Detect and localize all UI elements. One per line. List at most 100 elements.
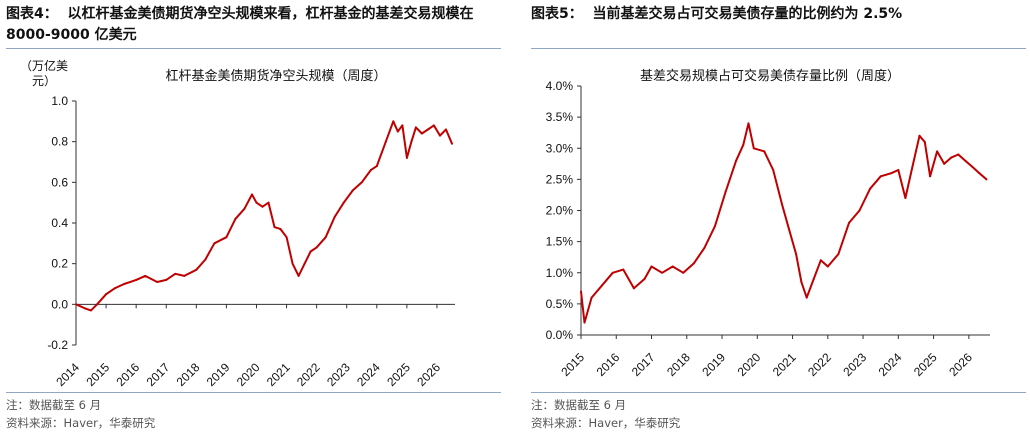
exhibit-title: 图表5： 当前基差交易占可交易美债存量的比例约为 2.5% <box>531 6 903 22</box>
data-point <box>392 120 395 123</box>
data-point <box>735 159 738 162</box>
y-tick-label: -0.2 <box>47 338 68 352</box>
x-tick-label: 2018 <box>664 350 693 379</box>
y-tick-label: 2.0% <box>546 204 574 218</box>
data-point <box>890 172 893 175</box>
x-tick-label: 2019 <box>204 360 233 389</box>
data-point <box>174 272 177 275</box>
y-tick-label: 0.0 <box>51 297 68 311</box>
data-point <box>273 226 276 229</box>
data-point <box>661 271 664 274</box>
data-point <box>795 253 798 256</box>
data-point <box>780 203 783 206</box>
data-point <box>837 253 840 256</box>
exhibit-title: 图表4： 以杠杆基金美债期货净空头规模来看，杠杆基金的基差交易规模在 8000-… <box>6 6 479 43</box>
data-point <box>964 159 967 162</box>
chart-panel-left: 图表4： 以杠杆基金美债期货净空头规模来看，杠杆基金的基差交易规模在 8000-… <box>0 0 510 437</box>
x-tick-label: 2018 <box>174 360 203 389</box>
data-point <box>826 265 829 268</box>
data-point <box>911 165 914 168</box>
data-point <box>84 307 87 310</box>
data-point <box>747 122 750 125</box>
x-tick-label: 2017 <box>629 350 658 379</box>
data-point <box>682 271 685 274</box>
data-point <box>225 236 228 239</box>
data-point <box>426 128 429 131</box>
note-text: 注：数据截至 6 月 <box>6 398 102 412</box>
data-point <box>303 262 306 265</box>
data-point <box>583 321 586 324</box>
data-point <box>279 228 282 231</box>
data-point <box>632 287 635 290</box>
x-tick-label: 2019 <box>699 350 728 379</box>
data-point <box>285 236 288 239</box>
data-point <box>183 274 186 277</box>
data-point <box>869 187 872 190</box>
title-divider <box>6 48 501 49</box>
source-text: 资料来源：Haver，华泰研究 <box>531 416 681 430</box>
y-tick-label: 0.5% <box>546 297 574 311</box>
data-point <box>812 277 815 280</box>
data-point <box>643 277 646 280</box>
x-tick-label: 2021 <box>770 350 799 379</box>
data-point <box>315 246 318 249</box>
x-tick-label: 2025 <box>911 350 940 379</box>
y-tick-label: 2.5% <box>546 172 574 186</box>
footer-divider <box>531 392 1026 393</box>
data-point <box>432 124 435 127</box>
y-axis-unit-line-2: 元） <box>32 74 56 88</box>
data-point <box>123 283 126 285</box>
data-point <box>879 175 882 178</box>
data-point <box>950 156 953 159</box>
x-tick-label: 2014 <box>53 360 82 389</box>
data-point <box>742 144 745 147</box>
x-tick-label: 2016 <box>594 350 623 379</box>
y-tick-label: 4.0% <box>546 79 574 93</box>
data-point <box>805 296 808 299</box>
data-point <box>135 278 138 281</box>
data-point <box>384 140 387 143</box>
data-point <box>156 280 159 283</box>
data-point <box>819 259 822 262</box>
x-tick-label: 2023 <box>324 360 353 389</box>
x-tick-label: 2020 <box>735 350 764 379</box>
y-tick-label: 0.2 <box>51 257 68 271</box>
x-tick-label: 2024 <box>876 350 905 379</box>
data-point <box>291 262 294 265</box>
y-tick-label: 0.8 <box>51 135 68 149</box>
data-point <box>957 153 960 156</box>
y-tick-label: 0.4 <box>51 216 68 230</box>
data-point <box>450 142 453 145</box>
data-point <box>342 201 345 204</box>
x-tick-label: 2015 <box>83 360 112 389</box>
x-tick-label: 2020 <box>234 360 263 389</box>
data-point <box>788 228 791 231</box>
data-point <box>369 169 372 172</box>
data-point <box>255 201 258 204</box>
x-tick-label: 2026 <box>414 360 443 389</box>
x-tick-label: 2026 <box>946 350 975 379</box>
data-point <box>601 284 604 287</box>
data-point <box>213 242 216 245</box>
chart-panel-right: 图表5： 当前基差交易占可交易美债存量的比例约为 2.5% 基差交易规模占可交易… <box>525 0 1030 437</box>
data-point <box>918 134 921 137</box>
data-point <box>204 258 207 261</box>
y-tick-label: 0.0% <box>546 328 574 342</box>
data-point <box>410 140 413 143</box>
x-tick-label: 2017 <box>144 360 173 389</box>
data-point <box>713 225 716 228</box>
data-point <box>351 189 354 192</box>
data-point <box>724 190 727 193</box>
data-point <box>971 165 974 168</box>
data-point <box>401 124 404 127</box>
data-point <box>243 207 246 210</box>
data-point <box>590 296 593 299</box>
x-tick-label: 2025 <box>384 360 413 389</box>
data-point <box>923 141 926 144</box>
data-point <box>309 250 312 253</box>
data-point <box>943 162 946 165</box>
data-point <box>195 268 198 271</box>
data-point <box>438 134 441 137</box>
data-point <box>772 169 775 172</box>
